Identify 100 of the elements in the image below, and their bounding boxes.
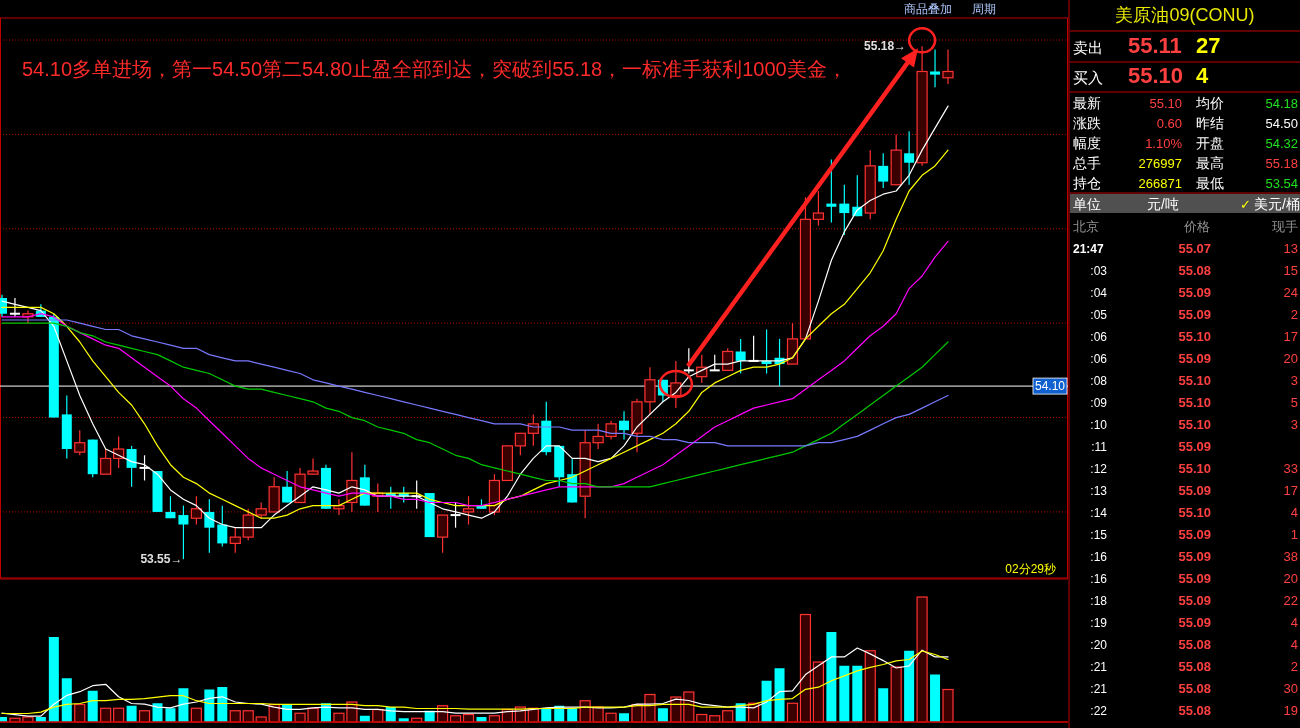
candlestick [126,445,137,488]
candlestick [514,432,526,456]
bar [799,613,812,723]
text: 38 [1283,549,1298,564]
text: 0.60 [1156,116,1182,131]
text: 17 [1283,483,1298,498]
text: :21 [1090,682,1108,696]
text: 均价 [1195,95,1224,111]
candlestick [942,48,954,85]
text: 30 [1283,681,1298,696]
bar [217,687,228,722]
text: 买入 [1073,69,1103,86]
text: 2 [1290,307,1298,322]
candlestick [242,508,254,541]
text: 55.10 [1128,63,1184,88]
candlestick [826,158,837,224]
bar [930,674,941,722]
text: :10 [1090,418,1108,432]
text: 美原油09(CONU) [1115,5,1255,25]
text: 55.08 [1178,263,1211,278]
candlestick [878,152,889,189]
text: 55.09 [1178,285,1211,300]
text: 54.50 [1265,116,1298,131]
text: 3 [1290,417,1298,432]
text: :19 [1090,616,1108,630]
text: 24 [1283,285,1298,300]
candlestick [217,505,228,548]
text: :06 [1090,352,1108,366]
text: 55.09 [1178,615,1211,630]
text: :11 [1091,440,1108,454]
text: 02分29秒 [1005,562,1056,576]
bar [826,632,837,722]
text: 55.10 [1178,373,1211,388]
text: ✓ [1240,197,1251,212]
text: :09 [1090,396,1108,410]
bar [839,665,850,722]
bar [942,688,954,723]
bar [774,668,785,722]
bar [126,705,137,722]
text: 55.08 [1178,681,1211,696]
text: 55.09 [1178,439,1211,454]
text: :04 [1090,286,1108,300]
text: 持仓 [1073,175,1101,191]
bar [61,678,72,722]
bar [74,703,86,723]
text: :08 [1090,374,1108,388]
text: 幅度 [1073,135,1101,151]
text: 55.10 [1178,395,1211,410]
text: 4 [1290,615,1298,630]
bar [48,637,59,722]
text: :06 [1090,330,1108,344]
candlestick [74,429,86,456]
text: :05 [1090,308,1108,322]
text: 55.09 [1178,571,1211,586]
text: 最新 [1073,95,1101,111]
text: 55.10 [1178,505,1211,520]
text: :21 [1090,660,1108,674]
text: 美元/桶 [1254,196,1300,212]
text: 54.18 [1265,96,1298,111]
candlestick [437,514,449,554]
text: 55.18 [1265,156,1298,171]
candlestick [683,347,694,375]
text: 2 [1290,659,1298,674]
text: 55.09 [1178,307,1211,322]
text: 13 [1283,241,1298,256]
bar [852,665,863,722]
text: 最低 [1196,175,1224,191]
bar [904,650,915,722]
text: 55.08 [1178,659,1211,674]
annotation: 55.18→ [864,39,907,54]
text: 20 [1283,351,1298,366]
text: :20 [1090,638,1108,652]
text: :13 [1090,484,1108,498]
text: 4 [1196,63,1209,88]
text: 55.08 [1178,637,1211,652]
text: 54.32 [1265,136,1298,151]
text: 周期 [972,2,996,16]
text: 涨跌 [1073,115,1101,131]
text: 卖出 [1073,39,1103,56]
candlestick [735,338,746,375]
text: 55.10 [1178,417,1211,432]
text: 55.09 [1178,483,1211,498]
bar [916,596,928,723]
candlestick [9,297,20,318]
bar [878,688,889,722]
text: 55.09 [1178,593,1211,608]
bar [890,666,902,723]
text: 17 [1283,329,1298,344]
annotation: 54.10多单进场，第一54.50第二54.80止盈全部到达，突破到55.18，一标准手获利1000美金， [22,58,847,80]
text: 商品叠加 [904,2,952,16]
text: :22 [1090,704,1108,718]
candlestick [178,505,189,560]
candlestick [904,130,915,186]
text: 3 [1290,373,1298,388]
text: 20 [1283,571,1298,586]
candlestick [190,495,202,526]
text: 55.07 [1178,241,1211,256]
text: 1 [1290,527,1298,542]
text: 266871 [1138,176,1182,191]
text: :14 [1090,506,1108,520]
